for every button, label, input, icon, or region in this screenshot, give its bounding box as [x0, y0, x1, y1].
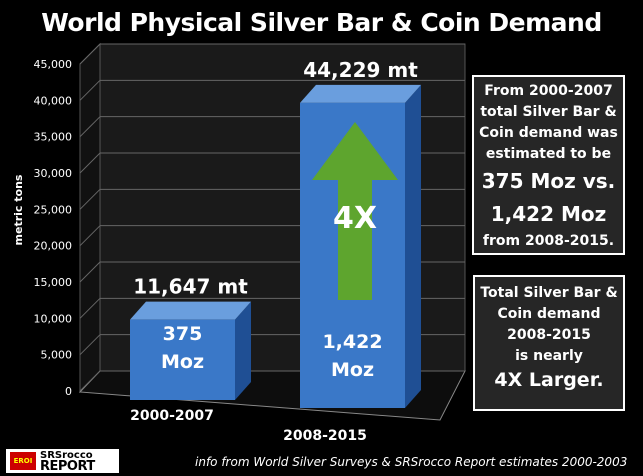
bar-inner-label: Moz — [331, 359, 374, 381]
y-tick-label: 35,000 — [34, 131, 73, 144]
y-tick-label: 5,000 — [41, 349, 73, 362]
y-tick-label: 25,000 — [34, 203, 73, 216]
info-line: 4X Larger. — [494, 369, 604, 391]
gridline-side — [79, 188, 101, 210]
x-tick-label: 2000-2007 — [130, 408, 214, 424]
info-line: is nearly — [515, 348, 583, 364]
bar-top — [300, 84, 421, 103]
info-line: Coin demand — [497, 306, 601, 322]
info-line: From 2000-2007 — [484, 83, 613, 99]
bar-inner-label: 1,422 — [322, 331, 382, 353]
x-tick-label: 2008-2015 — [283, 428, 367, 444]
logo-line2: REPORT — [40, 459, 95, 474]
bar-side — [405, 84, 421, 409]
info-line: from 2008-2015. — [482, 233, 615, 249]
y-tick-label: 40,000 — [34, 94, 73, 107]
info-box-1: From 2000-2007 total Silver Bar & Coin d… — [472, 75, 625, 255]
info-line: 2008-2015 — [507, 327, 591, 343]
growth-arrow-icon — [312, 122, 398, 300]
info-line: estimated to be — [485, 146, 612, 162]
gridline-side — [79, 297, 101, 319]
info-line: Coin demand was — [479, 125, 618, 141]
y-tick-label: 45,000 — [34, 58, 73, 71]
bar-value-label: 44,229 mt — [303, 58, 418, 82]
gridline-side — [79, 225, 101, 247]
gridline-side — [79, 152, 101, 174]
y-tick-label: 15,000 — [34, 276, 73, 289]
arrow-label: 4X — [333, 201, 377, 236]
bar-inner-label: 375 — [163, 323, 203, 345]
gridline-side — [79, 116, 101, 138]
y-tick-label: 30,000 — [34, 167, 73, 180]
info-line: total Silver Bar & — [480, 104, 617, 120]
y-tick-label: 10,000 — [34, 312, 73, 325]
side-wall — [79, 42, 101, 394]
chart-title: World Physical Silver Bar & Coin Demand — [41, 8, 602, 37]
info-line: 375 Moz vs. — [481, 169, 616, 193]
gridline-side — [79, 43, 101, 65]
gridline-side — [79, 334, 101, 356]
logo-mark: EROI — [10, 452, 36, 470]
y-axis-label: metric tons — [12, 174, 25, 245]
srsrocco-logo: EROI SRSrocco REPORT — [6, 449, 119, 474]
bar-top — [130, 301, 251, 320]
gridline-side — [79, 79, 101, 101]
y-tick-label: 20,000 — [34, 240, 73, 253]
bar — [130, 319, 235, 400]
gridline-side — [79, 261, 101, 283]
info-line: 1,422 Moz — [490, 202, 607, 226]
source-note: info from World Silver Surveys & SRSrocc… — [195, 455, 628, 469]
info-box-2: Total Silver Bar & Coin demand 2008-2015… — [473, 275, 625, 411]
bar-side — [235, 301, 251, 400]
gridline-side — [79, 370, 101, 392]
info-line: Total Silver Bar & — [480, 285, 618, 301]
y-tick-label: 0 — [65, 385, 72, 398]
logo-line1: SRSrocco — [40, 450, 93, 461]
bar-inner-label: Moz — [161, 351, 204, 373]
bar-value-label: 11,647 mt — [133, 275, 248, 299]
